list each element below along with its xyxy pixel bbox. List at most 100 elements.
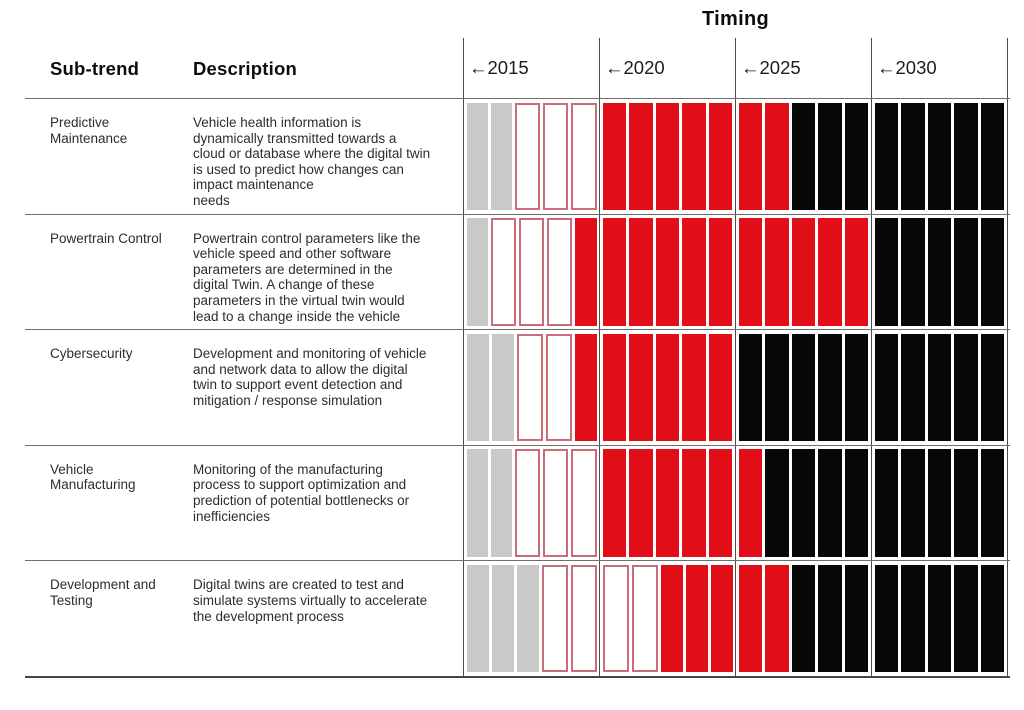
timeline-cell (655, 218, 680, 326)
description-column-header: Description (193, 58, 297, 79)
timeline-cell (655, 102, 680, 211)
timeline-cell (738, 218, 763, 326)
timeline-cell (518, 218, 545, 326)
timeline-cell (844, 333, 869, 442)
timeline-cell (543, 102, 569, 211)
timeline-cell (844, 449, 869, 557)
timeline-cell (466, 333, 489, 442)
timeline-section (871, 214, 1008, 330)
timeline-cell (874, 449, 899, 557)
timeline-cell (682, 333, 706, 442)
timeline-cell (655, 333, 680, 442)
timeline-section (463, 99, 599, 214)
timeline-cell (570, 564, 597, 673)
timeline-cell (571, 449, 597, 557)
table-row: Predictive Maintenance Vehicle health inf… (25, 98, 1010, 214)
timeline-cell (980, 333, 1005, 442)
timeline-track (463, 99, 1008, 214)
timeline-section (599, 330, 735, 445)
timeline-section (735, 99, 871, 214)
timeline-year-label: ←2030 (877, 57, 937, 78)
timeline-cell (954, 333, 978, 442)
timeline-year-label: ←2015 (469, 57, 529, 78)
timeline-section (463, 330, 599, 445)
row-subtrend-label: Powertrain Control (50, 230, 162, 246)
timeline-cell (980, 218, 1005, 326)
timeline-cell (466, 102, 488, 211)
timeline-cell (682, 218, 706, 326)
timeline-cell (541, 564, 568, 673)
timeline-cell (791, 102, 816, 211)
timeline-cell (543, 449, 569, 557)
timeline-header-section-2020: ←2020 (599, 38, 735, 98)
timeline-cell (545, 333, 572, 442)
timeline-cell (765, 102, 789, 211)
timeline-year-label: ←2025 (741, 57, 801, 78)
timeline-cell (901, 333, 925, 442)
timeline-cell (901, 218, 925, 326)
timeline-cell (490, 218, 516, 326)
timeline-cell (738, 564, 763, 673)
timeline-section (735, 445, 871, 561)
timeline-cell (738, 102, 763, 211)
timeline-section (871, 561, 1008, 676)
row-subtrend-label: Vehicle Manufacturing (50, 461, 136, 493)
timeline-section (463, 445, 599, 561)
timeline-cell (631, 564, 658, 673)
timeline-cell (466, 218, 488, 326)
timeline-cell (708, 333, 733, 442)
timeline-section (735, 330, 871, 445)
timeline-cell (980, 449, 1005, 557)
timeline-cell (490, 449, 512, 557)
timeline-cell (710, 564, 733, 673)
timeline-cell (980, 102, 1005, 211)
timeline-cell (791, 218, 816, 326)
timeline-cell (844, 564, 869, 673)
timeline-header-section-2025: ←2025 (735, 38, 871, 98)
timeline-cell (682, 102, 706, 211)
timeline-cell (791, 333, 816, 442)
timeline-year-label: ←2020 (605, 57, 665, 78)
timeline-cell (738, 333, 763, 442)
timeline-cell (514, 449, 541, 557)
timeline-cell (466, 449, 488, 557)
timeline-cell (765, 333, 789, 442)
timeline-track (463, 561, 1008, 676)
timeline-cell (901, 102, 925, 211)
timeline-header-section-2030: ←2030 (871, 38, 1008, 98)
timeline-cell (901, 449, 925, 557)
timeline-section (463, 214, 599, 330)
timeline-section (735, 561, 871, 676)
timeline-cell (655, 449, 680, 557)
timeline-header-section-2015: ←2015 (463, 38, 599, 98)
timeline-cell (874, 102, 899, 211)
timeline-cell (874, 218, 899, 326)
timeline-cell (490, 102, 512, 211)
timeline-cell (602, 449, 627, 557)
row-subtrend-label: Cybersecurity (50, 346, 133, 362)
row-description: Digital twins are created to test and si… (193, 577, 428, 624)
timeline-cell (765, 449, 789, 557)
timeline-cell (491, 564, 514, 673)
timeline-section (871, 99, 1008, 214)
timeline-cell (765, 564, 789, 673)
timeline-cell (765, 218, 789, 326)
timeline-cell (927, 333, 952, 442)
timeline-cell (874, 333, 899, 442)
timeline-cell (954, 218, 978, 326)
row-subtrend-label: Predictive Maintenance (50, 115, 128, 146)
timeline-cell (927, 564, 952, 673)
timeline-cell (629, 218, 653, 326)
timeline-section (599, 561, 735, 676)
table-rows: Predictive Maintenance Vehicle health inf… (25, 98, 1010, 678)
timeline-cell (954, 102, 978, 211)
timeline-cell (516, 333, 543, 442)
timeline-section (599, 99, 735, 214)
timeline-cell (901, 564, 925, 673)
table-row: Development and Testing Digital twins are… (25, 560, 1010, 676)
timeline-cell (818, 564, 842, 673)
timeline-cell (514, 102, 541, 211)
row-description: Monitoring of the manufacturing process … (193, 461, 410, 524)
timeline-cell (491, 333, 514, 442)
